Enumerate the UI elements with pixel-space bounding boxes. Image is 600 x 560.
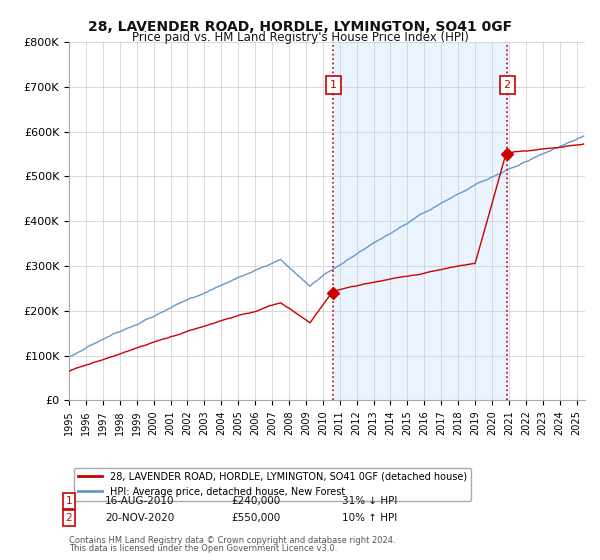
Text: 31% ↓ HPI: 31% ↓ HPI (342, 496, 397, 506)
Legend: 28, LAVENDER ROAD, HORDLE, LYMINGTON, SO41 0GF (detached house), HPI: Average pr: 28, LAVENDER ROAD, HORDLE, LYMINGTON, SO… (74, 468, 471, 501)
Text: 10% ↑ HPI: 10% ↑ HPI (342, 513, 397, 523)
Text: 20-NOV-2020: 20-NOV-2020 (105, 513, 174, 523)
Text: £240,000: £240,000 (231, 496, 280, 506)
Text: Price paid vs. HM Land Registry's House Price Index (HPI): Price paid vs. HM Land Registry's House … (131, 31, 469, 44)
Text: £550,000: £550,000 (231, 513, 280, 523)
Text: 28, LAVENDER ROAD, HORDLE, LYMINGTON, SO41 0GF: 28, LAVENDER ROAD, HORDLE, LYMINGTON, SO… (88, 20, 512, 34)
Text: 16-AUG-2010: 16-AUG-2010 (105, 496, 175, 506)
Text: This data is licensed under the Open Government Licence v3.0.: This data is licensed under the Open Gov… (69, 544, 337, 553)
Text: 2: 2 (65, 513, 73, 523)
Bar (334, 42, 507, 400)
Text: Contains HM Land Registry data © Crown copyright and database right 2024.: Contains HM Land Registry data © Crown c… (69, 536, 395, 545)
Text: 1: 1 (65, 496, 73, 506)
Text: 1: 1 (330, 80, 337, 90)
Text: 2: 2 (503, 80, 511, 90)
